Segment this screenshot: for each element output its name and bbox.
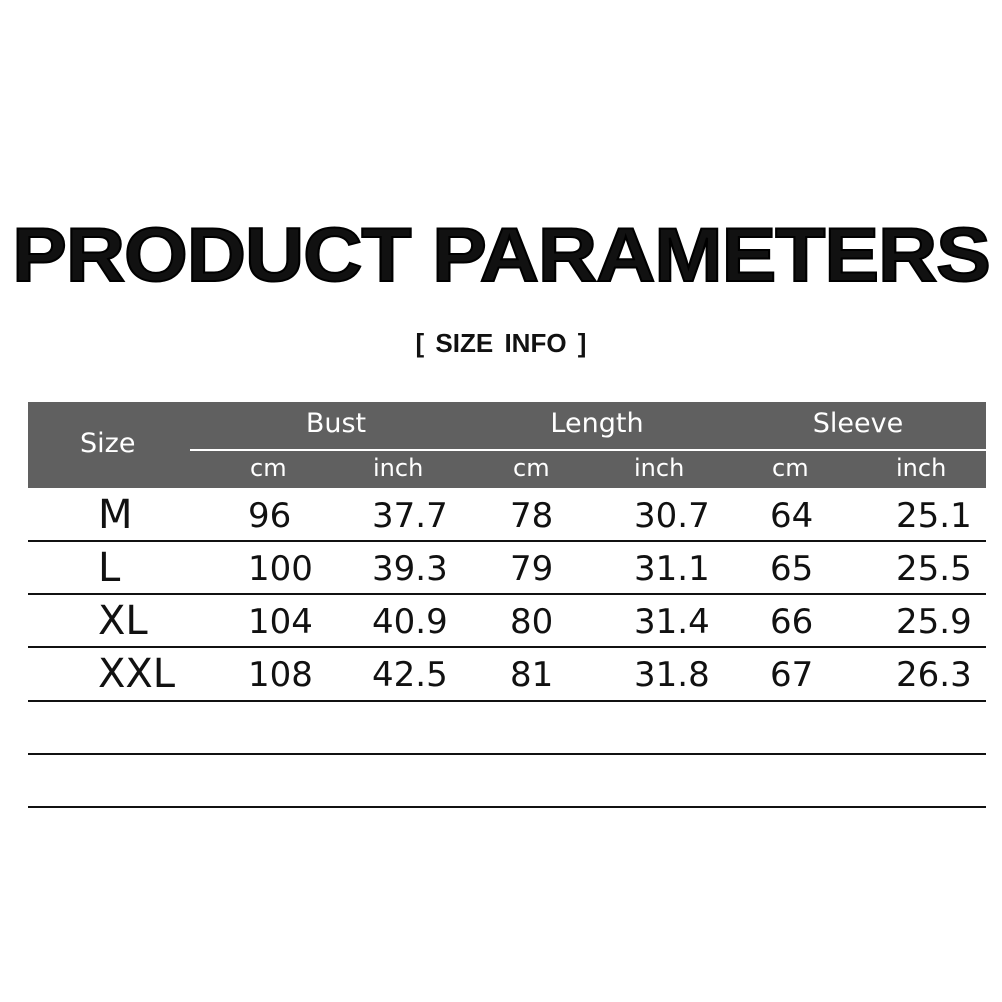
table-cell: 26.3 [896,655,972,695]
page-title: PRODUCT PARAMETERS [11,212,992,299]
unit-header: cm [250,454,287,482]
group-header-bust: Bust [305,408,367,439]
table-cell: 80 [510,602,554,642]
table-header: Size Bust Length Sleeve cm inch cm inch … [28,402,986,488]
row-divider [28,593,986,595]
table-cell: 96 [248,496,292,536]
unit-header: cm [513,454,550,482]
row-divider [28,540,986,542]
table-row: L 100 39.3 79 31.1 65 25.5 [28,543,986,595]
table-cell: 81 [510,655,554,695]
table-cell: 30.7 [634,496,710,536]
table-cell: 67 [770,655,814,695]
row-divider [28,700,986,702]
size-label: XXL [98,651,176,697]
table-cell: 31.4 [634,602,710,642]
size-label: M [98,492,133,538]
unit-header: inch [634,454,685,482]
table-row: XL 104 40.9 80 31.4 66 25.9 [28,596,986,648]
table-cell: 100 [248,549,313,589]
unit-header: inch [896,454,947,482]
table-cell: 39.3 [372,549,448,589]
size-label: L [98,545,121,591]
table-row: XXL 108 42.5 81 31.8 67 26.3 [28,649,986,701]
subtitle: [ SIZE INFO ] [415,328,587,358]
table-cell: 25.1 [896,496,972,536]
table-cell: 65 [770,549,814,589]
unit-header: inch [373,454,424,482]
row-divider [28,806,986,808]
row-divider [28,753,986,755]
size-label: XL [98,598,148,644]
table-cell: 104 [248,602,313,642]
table-cell: 79 [510,549,554,589]
table-cell: 40.9 [372,602,448,642]
table-cell: 31.8 [634,655,710,695]
header-divider [190,449,986,451]
table-cell: 78 [510,496,554,536]
table-cell: 25.5 [896,549,972,589]
group-header-sleeve: Sleeve [812,408,904,439]
table-cell: 108 [248,655,313,695]
table-cell: 42.5 [372,655,448,695]
unit-header: cm [772,454,809,482]
table-cell: 25.9 [896,602,972,642]
table-cell: 66 [770,602,814,642]
table-row: M 96 37.7 78 30.7 64 25.1 [28,490,986,542]
row-divider [28,646,986,648]
group-header-length: Length [550,408,644,439]
table-cell: 31.1 [634,549,710,589]
size-column-header: Size [80,428,136,459]
table-cell: 37.7 [372,496,448,536]
table-cell: 64 [770,496,814,536]
